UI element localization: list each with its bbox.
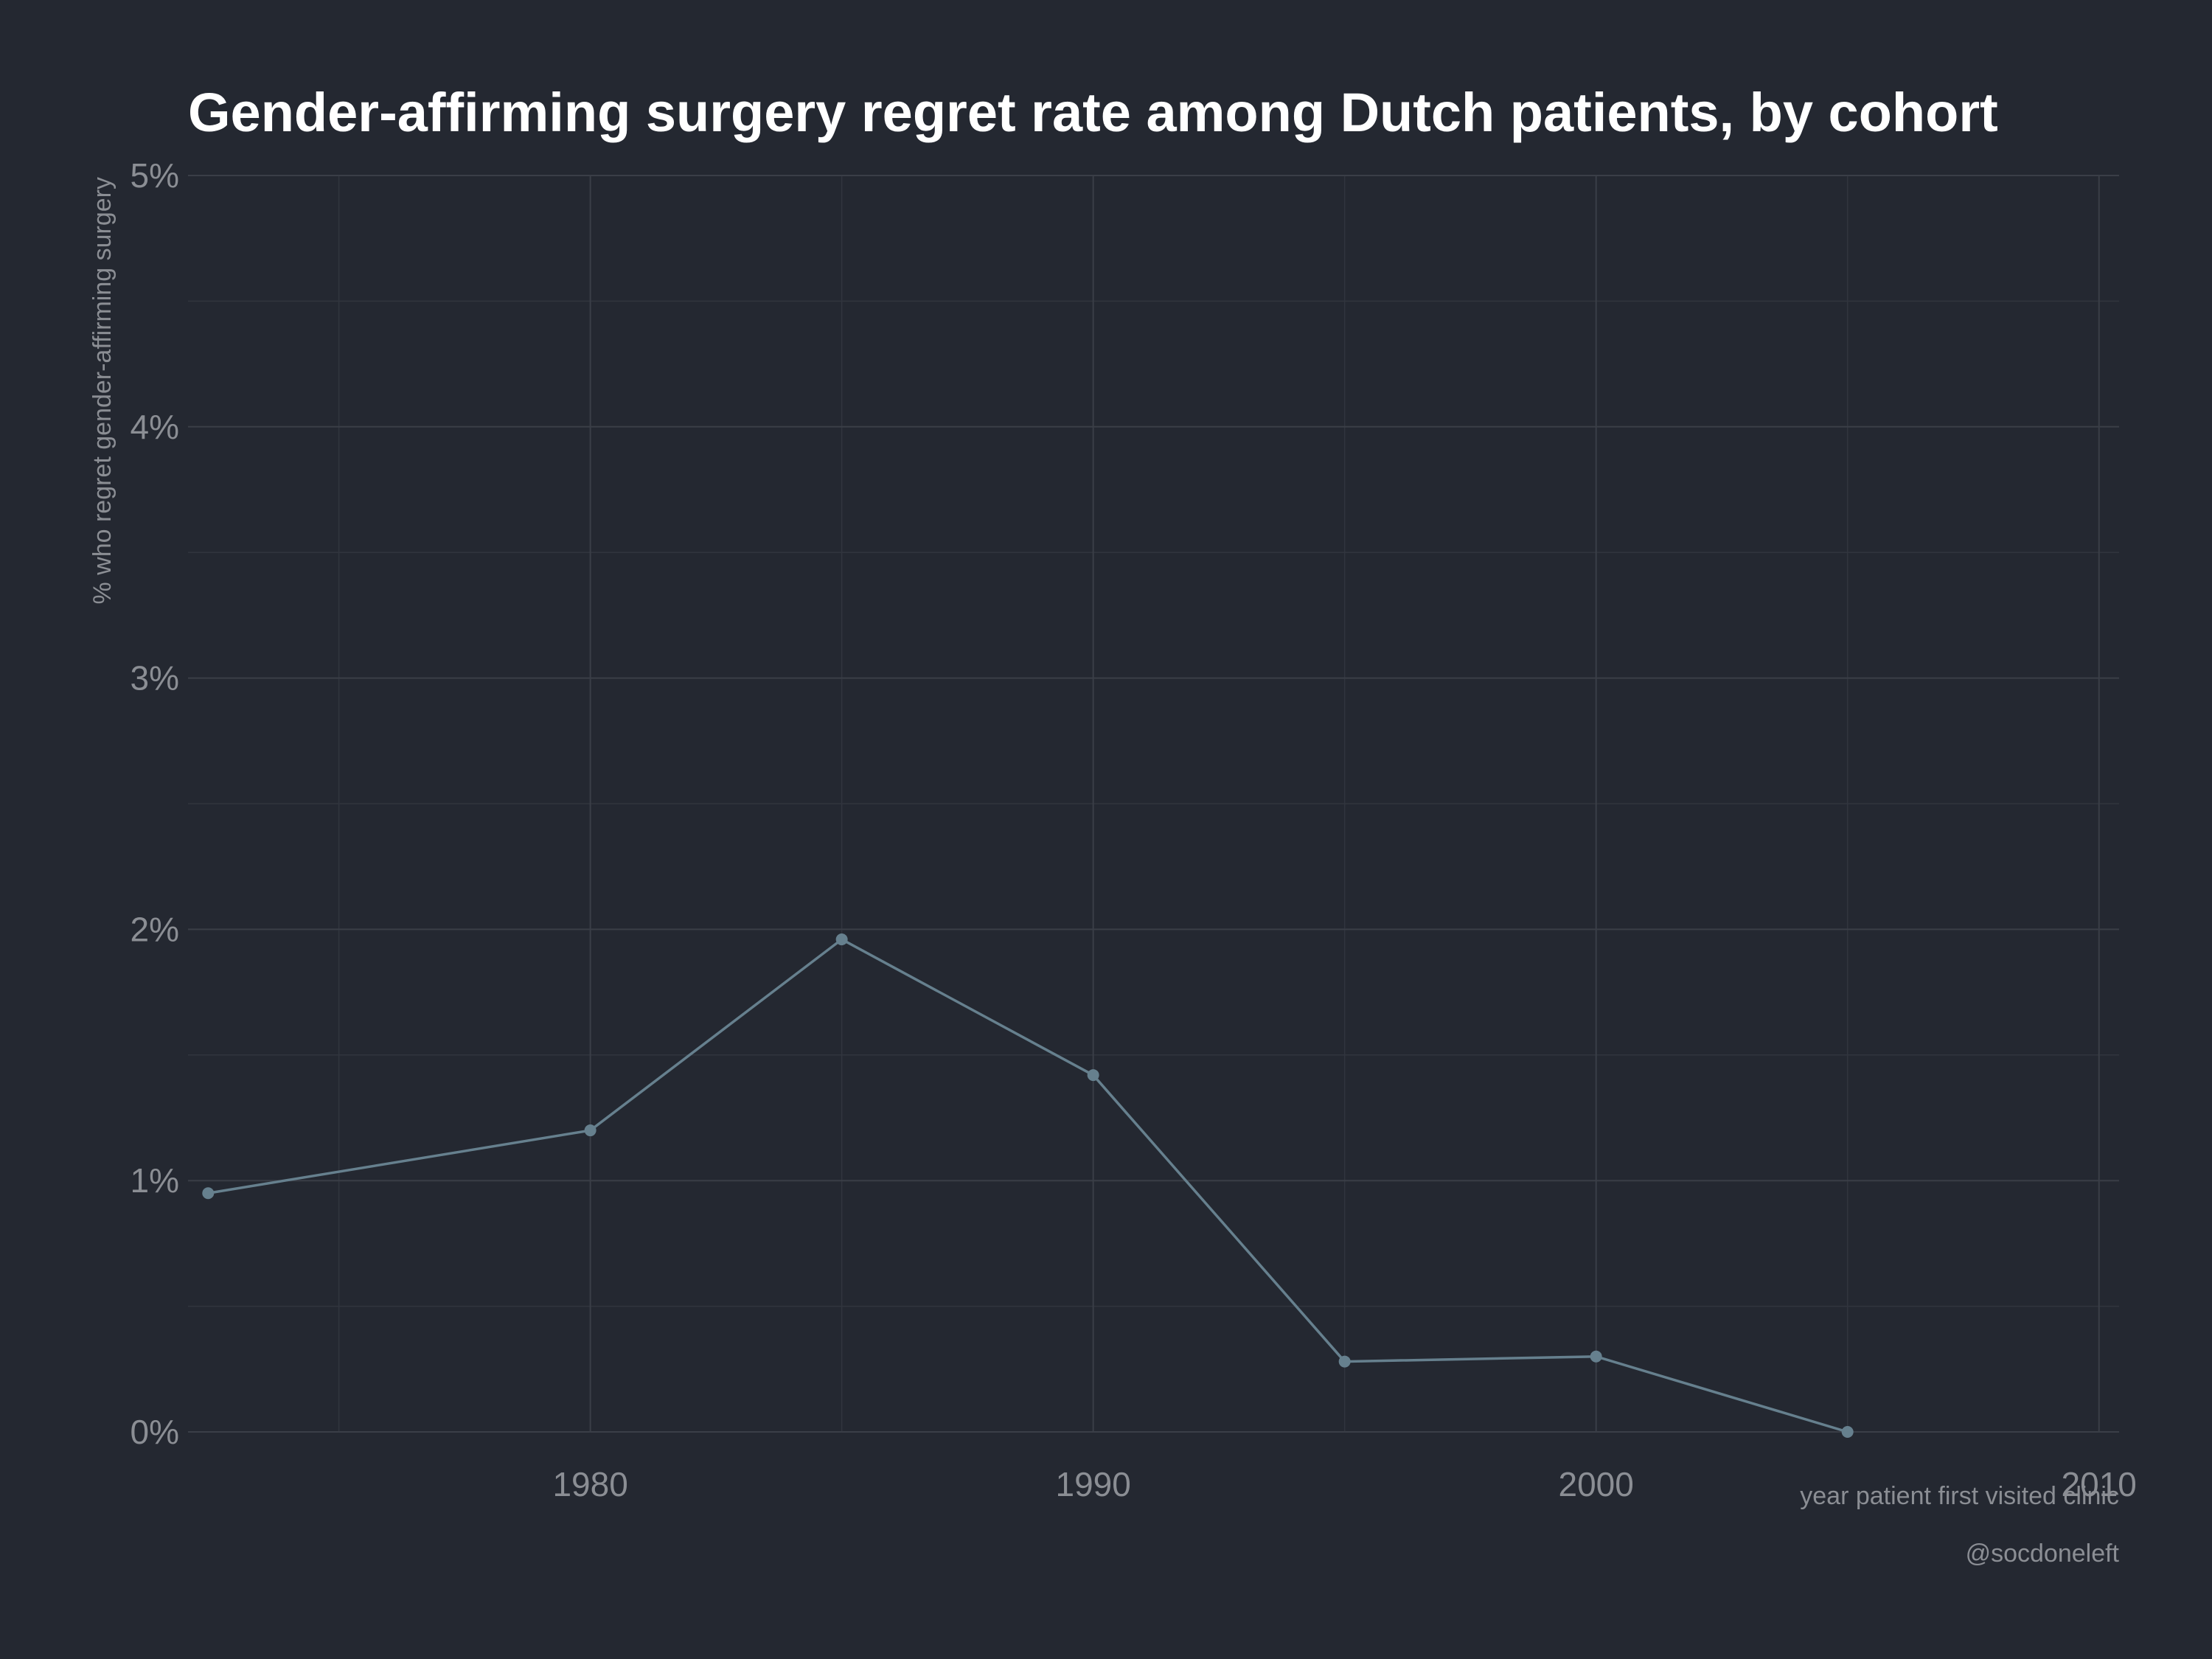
x-tick-label: 2000 xyxy=(1559,1465,1634,1503)
x-tick-label: 2010 xyxy=(2062,1465,2137,1503)
x-tick-label: 1990 xyxy=(1055,1465,1130,1503)
grid xyxy=(188,175,2119,1433)
y-tick-label: 1% xyxy=(131,1161,179,1200)
x-tick-label: 1980 xyxy=(552,1465,627,1503)
y-axis-title: % who regret gender-affirming surgery xyxy=(88,177,116,605)
data-point xyxy=(584,1124,597,1137)
caption: @socdoneleft xyxy=(1966,1540,2120,1568)
y-tick-label: 2% xyxy=(131,910,179,948)
data-point xyxy=(1338,1355,1351,1368)
tick-labels: 1980 1990 2000 2010 0% 1% 2% 3% 4% 5% xyxy=(131,156,2137,1503)
data-point xyxy=(202,1187,215,1200)
data-point xyxy=(1590,1350,1602,1363)
x-axis-title: year patient first visited clinic xyxy=(1800,1482,2119,1510)
chart-title: Gender-affirming surgery regret rate amo… xyxy=(188,82,1998,143)
y-tick-label: 5% xyxy=(131,156,179,195)
data-point xyxy=(1087,1069,1099,1082)
data-point xyxy=(1841,1426,1854,1438)
y-tick-label: 3% xyxy=(131,659,179,698)
y-tick-label: 4% xyxy=(131,408,179,446)
y-tick-label: 0% xyxy=(131,1413,179,1451)
data-point xyxy=(835,933,848,946)
series xyxy=(202,933,1854,1438)
